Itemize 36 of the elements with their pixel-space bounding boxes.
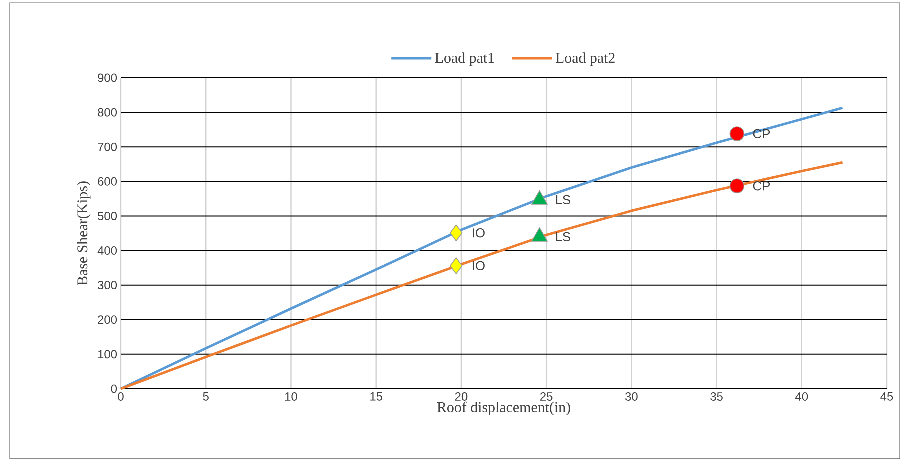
y-tick-label: 0: [111, 384, 118, 394]
x-tick-label: 0: [118, 392, 124, 401]
legend-label: Load pat2: [556, 52, 615, 66]
annotation: LS: [556, 195, 571, 205]
annotation: CP: [753, 129, 770, 139]
annotation: IO: [473, 228, 485, 238]
y-tick-label: 800: [98, 108, 118, 117]
y-tick-label: 200: [98, 316, 118, 324]
annotation: LS: [556, 232, 571, 242]
point: [450, 224, 463, 242]
annotation: CP: [753, 182, 770, 191]
y-tick-label: 600: [98, 177, 118, 186]
x-tick-label: 35: [710, 392, 723, 401]
x-tick-label: 40: [796, 392, 808, 401]
x-tick-label: 15: [370, 392, 382, 401]
line-series: [120, 161, 844, 390]
point: [730, 126, 745, 142]
x-tick-label: 5: [203, 392, 209, 401]
y-tick-label: 400: [98, 246, 118, 255]
y-tick-label: 500: [98, 212, 118, 220]
point: [450, 258, 463, 274]
y-tick-label: 100: [98, 350, 118, 359]
x-tick-label: 45: [880, 392, 894, 401]
legend-label: Load pat1: [435, 52, 494, 66]
y-tick-label: 300: [98, 281, 118, 290]
annotation: IO: [473, 261, 485, 271]
x-axis-title: Roof displacement(in): [437, 402, 570, 416]
x-tick-label: 20: [455, 392, 468, 401]
point: [730, 178, 745, 194]
y-tick-label: 700: [98, 142, 118, 152]
y-tick-label: 900: [98, 74, 118, 82]
x-tick-label: 10: [285, 392, 298, 401]
x-tick-label: 25: [540, 392, 553, 401]
y-axis-title: Base Shear(Kips): [77, 182, 91, 286]
x-tick-label: 30: [625, 392, 638, 401]
line-series: [120, 106, 844, 390]
